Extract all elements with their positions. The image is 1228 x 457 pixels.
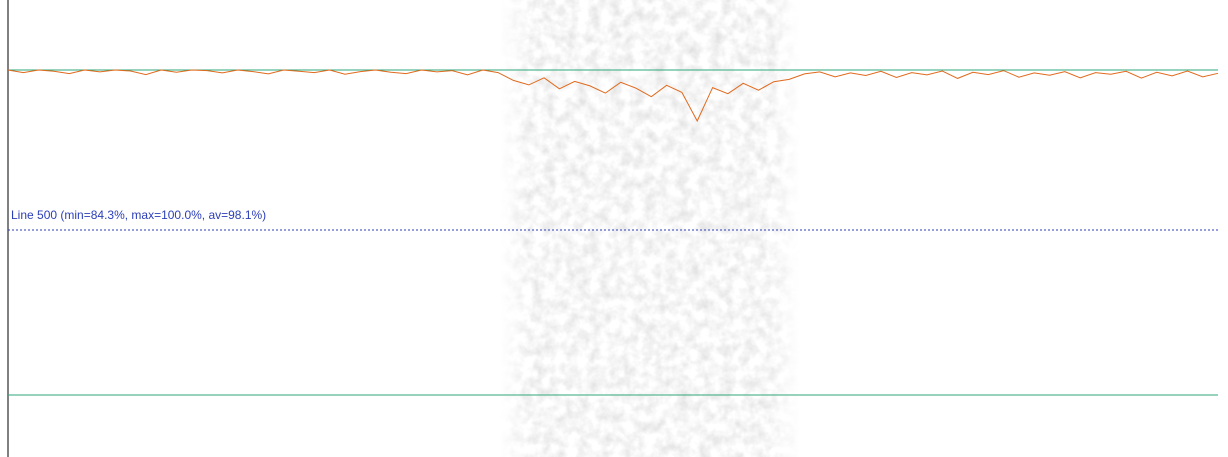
profile-view: Line 500 (min=84.3%, max=100.0%, av=98.1… — [0, 0, 1228, 457]
profile-label: Line 500 (min=84.3%, max=100.0%, av=98.1… — [11, 208, 266, 222]
image-band — [500, 0, 800, 457]
